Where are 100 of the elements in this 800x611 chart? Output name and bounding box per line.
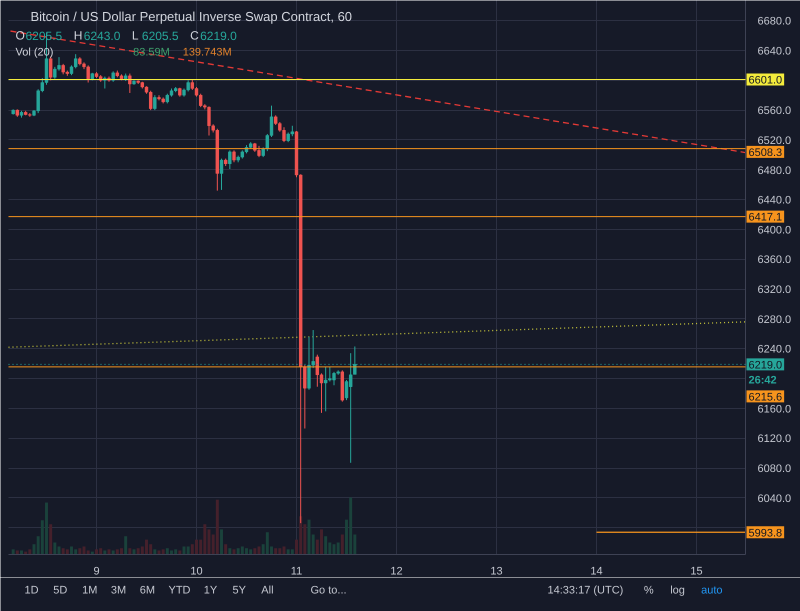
candlestick xyxy=(232,150,236,163)
text: 1D xyxy=(24,584,39,596)
bar xyxy=(182,546,186,554)
candlestick xyxy=(286,132,290,143)
text: 14:33:17 (UTC) xyxy=(547,584,624,596)
candlestick xyxy=(328,366,332,382)
bar xyxy=(258,546,260,554)
bar xyxy=(290,549,294,554)
bar xyxy=(299,516,302,554)
bar xyxy=(308,520,310,554)
y-tick-label: 6080.0 xyxy=(758,463,792,476)
candlestick xyxy=(228,150,232,170)
bar xyxy=(224,544,228,554)
candlestick xyxy=(53,66,57,80)
bar xyxy=(82,546,86,554)
candlestick xyxy=(166,93,170,104)
x-tick-label: 11 xyxy=(290,566,302,578)
candlestick xyxy=(324,366,328,412)
ref-line-label: 6219.0 xyxy=(748,359,782,372)
candlestick xyxy=(290,125,294,137)
bar xyxy=(220,529,223,554)
x-tick-label: 14 xyxy=(590,566,603,578)
bar xyxy=(245,548,248,554)
bar xyxy=(90,552,94,554)
y-tick-label: 6280.0 xyxy=(758,314,792,326)
bar xyxy=(120,548,123,554)
candlestick xyxy=(257,145,261,158)
y-tick-label: 6120.0 xyxy=(758,433,792,446)
bar xyxy=(240,546,244,554)
bar xyxy=(28,549,32,554)
candlestick xyxy=(86,64,90,84)
bar xyxy=(66,549,69,554)
text: 26:42 xyxy=(748,374,777,386)
bar xyxy=(132,549,136,554)
ref-line-label: 6601.0 xyxy=(748,74,782,87)
candlestick xyxy=(128,73,132,94)
bar xyxy=(349,497,352,554)
bar xyxy=(58,546,60,554)
y-tick-label: 6680.0 xyxy=(758,16,792,28)
bar xyxy=(12,549,15,554)
ref-line-label: 6215.6 xyxy=(748,391,782,404)
bar xyxy=(332,544,336,554)
bar xyxy=(108,549,110,554)
bar xyxy=(249,549,252,554)
bar xyxy=(228,548,232,554)
text: YTD xyxy=(168,584,191,596)
candlestick xyxy=(316,354,320,388)
bar xyxy=(45,502,48,554)
text: 1M xyxy=(82,584,98,596)
bar xyxy=(74,549,78,554)
bar xyxy=(266,532,269,554)
bar xyxy=(203,524,206,554)
text: Bitcoin / US Dollar Perpetual Inverse Swap Contract, 60 xyxy=(30,9,352,24)
text: 3M xyxy=(110,584,126,596)
y-tick-label: 6480.0 xyxy=(758,164,792,177)
y-tick-label: 6640.0 xyxy=(758,45,792,58)
candlestick xyxy=(207,106,211,136)
text: log xyxy=(670,584,685,596)
bar xyxy=(136,548,140,554)
bar xyxy=(274,548,278,554)
y-tick-label: 6520.0 xyxy=(758,134,792,147)
candlestick xyxy=(111,70,115,82)
text: 5D xyxy=(53,584,68,596)
y-tick-label: 6440.0 xyxy=(758,194,792,207)
y-tick-label: 6160.0 xyxy=(758,403,792,416)
bar xyxy=(124,536,128,554)
y-tick-label: 6400.0 xyxy=(758,224,792,236)
bar xyxy=(236,548,240,554)
bar xyxy=(62,548,65,554)
bar xyxy=(320,529,323,554)
candlestick xyxy=(303,364,307,429)
bar xyxy=(340,534,344,554)
x-tick-label: 9 xyxy=(93,566,100,578)
text: All xyxy=(261,584,274,596)
bar xyxy=(145,540,148,554)
candlestick xyxy=(153,94,157,111)
bar xyxy=(195,540,198,554)
candlestick xyxy=(261,146,265,158)
bar xyxy=(49,524,52,554)
bar xyxy=(70,546,73,554)
text: Go to... xyxy=(310,584,347,596)
annotation: 139.743M xyxy=(182,46,232,58)
bar xyxy=(95,549,98,554)
candlestick xyxy=(186,80,190,92)
bar xyxy=(278,548,282,554)
bar xyxy=(286,549,290,554)
bar xyxy=(174,549,178,554)
candlestick xyxy=(332,371,336,386)
text: 5Y xyxy=(232,584,247,596)
y-tick-label: 6560.0 xyxy=(758,105,792,118)
x-tick-label: 13 xyxy=(490,566,503,578)
x-tick-label: 12 xyxy=(390,566,403,578)
candlestick xyxy=(148,90,152,111)
bar xyxy=(324,536,328,554)
data-label: 5993.8 xyxy=(748,527,782,540)
bar xyxy=(153,549,156,554)
ref-line-label: 6508.3 xyxy=(748,146,782,159)
bar xyxy=(99,548,102,554)
bar xyxy=(162,549,165,554)
y-tick-label: 6240.0 xyxy=(758,344,792,356)
